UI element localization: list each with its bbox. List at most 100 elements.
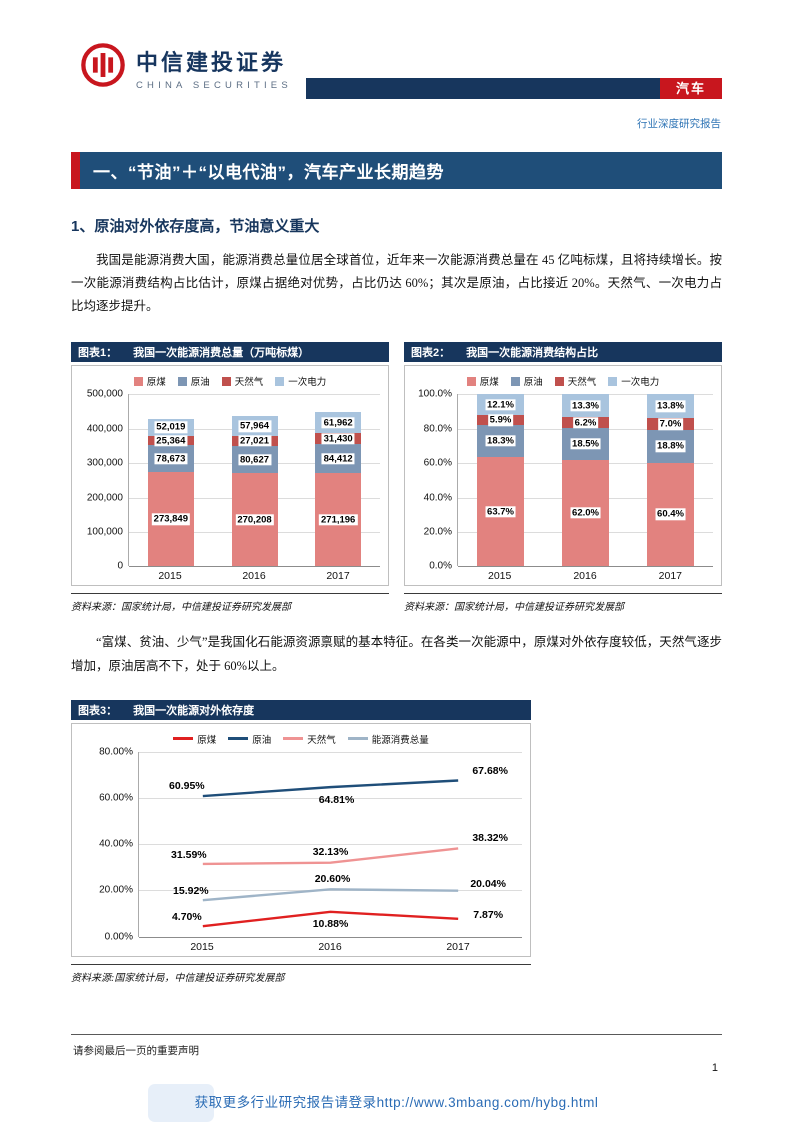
- bar-value-label: 7.0%: [657, 418, 684, 430]
- promo-link[interactable]: 获取更多行业研究报告请登录http://www.3mbang.com/hybg.…: [194, 1095, 599, 1110]
- y-tick-label: 80.0%: [423, 423, 452, 435]
- csc-logo-icon: [80, 42, 126, 93]
- y-tick-label: 40.00%: [99, 838, 133, 850]
- plot-area: 52,019 25,364 78,673 273,849 57,964 27,021 80,…: [128, 394, 380, 568]
- bar-value-label: 270,208: [235, 514, 274, 526]
- chart-2-canvas: 原煤 原油 天然气 一次电力 100.0% 80.0% 60.0% 40.0% 20.0% 0.0…: [404, 365, 722, 587]
- gridline: [129, 566, 380, 568]
- bar-value-label: 31,430: [321, 432, 355, 445]
- y-tick-label: 200,000: [86, 492, 123, 504]
- body-paragraph-1: 我国是能源消费大国，能源消费总量位居全球首位，近年来一次能源消费总量在 45 亿…: [71, 253, 722, 314]
- chart-2-source: 资料来源：国家统计局，中信建投证券研究发展部: [404, 593, 722, 613]
- chart-2-title-bar: 图表2： 我国一次能源消费结构占比: [404, 342, 722, 363]
- y-tick-label: 0.0%: [429, 560, 452, 572]
- legend-line-swatch: [228, 737, 249, 741]
- report-type-label: 行业深度研究报告: [637, 118, 721, 130]
- chart-1-block: 图表1： 我国一次能源消费总量（万吨标煤） 原煤 原油 天然气 一次电力 500,000…: [71, 342, 389, 613]
- header-rule-bar: 汽车: [306, 78, 722, 99]
- x-tick-label: 2016: [573, 570, 597, 583]
- y-tick-label: 20.00%: [99, 884, 133, 896]
- gridline: [139, 844, 522, 846]
- bar-value-label: 62.0%: [570, 507, 601, 519]
- x-tick-label: 2015: [190, 940, 214, 953]
- line-series-能源消费总量: [203, 889, 458, 900]
- y-tick-label: 400,000: [86, 423, 123, 435]
- gridline: [139, 936, 522, 938]
- point-value-label: 7.87%: [473, 909, 504, 922]
- bar-segment-原油: 78,673: [147, 445, 194, 473]
- bar-value-label: 25,364: [154, 435, 188, 447]
- point-value-label: 38.32%: [472, 832, 508, 844]
- legend-item: 能源消费总量: [347, 732, 429, 746]
- bar-segment-一次电力: 12.1%: [477, 394, 524, 416]
- chart-2-label: 图表2：: [411, 347, 451, 360]
- bar-value-label: 273,849: [151, 513, 190, 525]
- legend-item: 天然气: [221, 374, 264, 389]
- gridline: [129, 394, 380, 396]
- line-series-原油: [203, 780, 458, 796]
- bar-segment-原煤: 273,849: [147, 472, 194, 567]
- legend-swatch: [510, 376, 520, 386]
- chart-3-label: 图表3：: [78, 704, 118, 717]
- bars-row: 12.1% 5.9% 18.3% 63.7% 13.3% 6.2% 18.5% 62.0% 13…: [458, 394, 713, 567]
- bar-segment-一次电力: 13.8%: [647, 394, 694, 419]
- bar-value-label: 27,021: [237, 435, 272, 447]
- x-tick-label: 2016: [242, 570, 266, 583]
- legend-label: 原油: [190, 377, 210, 389]
- line-series-原煤: [203, 911, 458, 925]
- chart-legend: 原煤 原油 天然气 一次电力: [80, 374, 380, 388]
- x-tick-label: 2017: [658, 570, 682, 583]
- stacked-bar-2017: 61,962 31,430 84,412 271,196: [315, 394, 362, 567]
- stacked-bar-2015: 52,019 25,364 78,673 273,849: [147, 394, 194, 567]
- gridline: [139, 797, 522, 799]
- logo-text-block: 中信建投证券 CHINA SECURITIES: [136, 45, 292, 91]
- legend-item: 原煤: [173, 732, 216, 746]
- bar-segment-天然气: 7.0%: [647, 418, 694, 431]
- y-tick-label: 300,000: [86, 457, 123, 469]
- bar-segment-一次电力: 13.3%: [562, 394, 609, 418]
- chart-1-label: 图表1：: [78, 347, 118, 360]
- bar-segment-原煤: 270,208: [231, 473, 278, 567]
- company-logo: 中信建投证券 CHINA SECURITIES: [80, 42, 292, 93]
- chart-2-title: 我国一次能源消费结构占比: [466, 347, 599, 360]
- chart-1-title-bar: 图表1： 我国一次能源消费总量（万吨标煤）: [71, 342, 389, 363]
- bar-column-2017: 13.8% 7.0% 18.8% 60.4%: [628, 394, 713, 567]
- legend-label: 原煤: [197, 734, 217, 746]
- logo-english-name: CHINA SECURITIES: [136, 79, 292, 91]
- x-tick-label: 2016: [318, 940, 342, 953]
- legend-label: 天然气: [307, 734, 336, 746]
- chart-3-title-bar: 图表3： 我国一次能源对外依存度: [71, 699, 531, 720]
- charts-row: 图表1： 我国一次能源消费总量（万吨标煤） 原煤 原油 天然气 一次电力 500,000…: [71, 342, 722, 613]
- legend-item: 原煤: [133, 374, 166, 388]
- page-number: 1: [711, 1062, 718, 1074]
- logo-chinese-name: 中信建投证券: [136, 49, 287, 75]
- legend-item: 天然气: [283, 732, 336, 746]
- legend-label: 一次电力: [288, 377, 327, 389]
- legend-label: 能源消费总量: [371, 734, 429, 746]
- legend-swatch: [608, 376, 618, 386]
- legend-swatch: [466, 376, 476, 386]
- y-axis: 100.0% 80.0% 60.0% 40.0% 20.0% 0.0%: [413, 389, 457, 572]
- legend-label: 天然气: [234, 377, 264, 389]
- legend-item: 一次电力: [608, 374, 659, 388]
- point-value-label: 32.13%: [312, 846, 349, 859]
- legend-swatch: [554, 376, 564, 386]
- chart-legend: 原煤 原油 天然气 一次电力: [413, 374, 713, 388]
- bar-segment-原油: 18.5%: [562, 427, 609, 460]
- legend-label: 一次电力: [621, 377, 660, 389]
- line-chart-svg: [139, 752, 522, 937]
- bar-value-label: 63.7%: [485, 505, 516, 518]
- chart-3-title: 我国一次能源对外依存度: [133, 704, 255, 717]
- legend-line-swatch: [283, 737, 304, 741]
- bars-row: 52,019 25,364 78,673 273,849 57,964 27,021 80,…: [129, 394, 380, 567]
- y-axis: 80.00% 60.00% 40.00% 20.00% 0.00%: [80, 746, 138, 942]
- point-value-label: 64.81%: [318, 793, 355, 806]
- page-header: 中信建投证券 CHINA SECURITIES 汽车 行业深度研究报告: [0, 0, 793, 152]
- bar-value-label: 18.5%: [570, 438, 601, 450]
- legend-label: 原油: [523, 377, 543, 389]
- watermark-logo: [148, 1084, 214, 1122]
- bar-value-label: 18.3%: [485, 435, 516, 447]
- y-tick-label: 0.00%: [104, 931, 133, 943]
- stacked-bar-2017: 13.8% 7.0% 18.8% 60.4%: [647, 394, 694, 567]
- point-value-label: 60.95%: [169, 779, 205, 792]
